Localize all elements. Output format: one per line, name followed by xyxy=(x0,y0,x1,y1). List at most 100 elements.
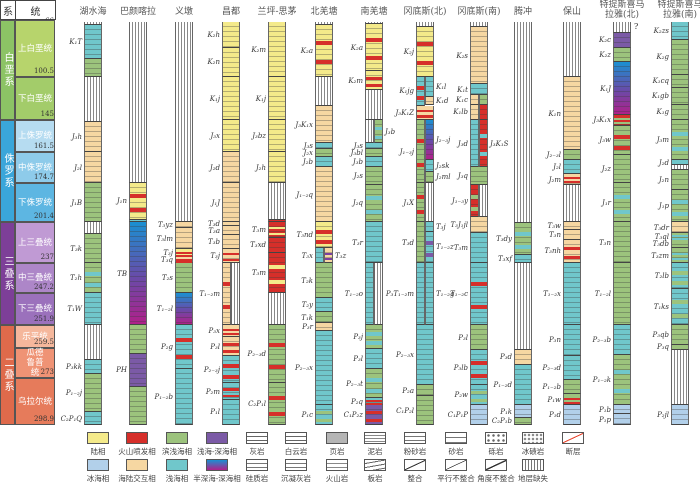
lithology-band xyxy=(316,418,332,422)
strata-unit xyxy=(671,239,689,248)
unit-label: J₂₋₃j xyxy=(436,136,451,145)
unit-label: P₂a xyxy=(402,386,414,395)
unit-label: P₃j xyxy=(353,333,363,342)
strata-unit xyxy=(365,325,383,350)
strata-unit xyxy=(315,312,333,323)
strata-unit xyxy=(514,263,532,351)
unit-label: T₁₋₂x xyxy=(543,290,561,298)
legend-swatch-volc xyxy=(126,432,148,444)
unit-label: T₃n xyxy=(599,238,611,247)
unit-label: K₁T xyxy=(69,37,82,46)
strata-unit xyxy=(84,25,102,59)
lithology-band xyxy=(366,418,382,422)
lithology-band xyxy=(223,253,239,256)
strata-unit xyxy=(84,263,102,293)
legend-label: 页岩 xyxy=(329,447,345,456)
strata-unit xyxy=(671,233,689,240)
unit-label: J₂l xyxy=(553,163,561,172)
unit-label: T₂lb xyxy=(654,272,669,281)
legend-swatch-fault xyxy=(562,432,584,444)
series-5: 上三叠统 237 xyxy=(15,222,55,263)
unit-label: P₁d xyxy=(549,411,561,420)
series-10: 乌拉尔统 298.9 xyxy=(15,378,55,425)
unit-label: C₂P₁l xyxy=(248,400,266,409)
unit-label: P₃d xyxy=(500,353,512,362)
strata-unit xyxy=(374,120,383,144)
system-0: 白垩系 xyxy=(0,20,15,120)
unit-label: C₂P₁b xyxy=(491,417,512,426)
strata-unit xyxy=(315,149,333,157)
strata-unit xyxy=(84,373,102,413)
strata-unit xyxy=(365,71,383,91)
unit-label: P₁₋₂d xyxy=(493,380,513,389)
lithology-band xyxy=(366,377,382,382)
lithology-band xyxy=(480,134,487,139)
column-title: 巴颜喀拉 xyxy=(119,7,156,17)
unit-label: T₃J₁jl xyxy=(450,221,469,230)
unit-label: J₁₋₂q xyxy=(296,190,313,199)
legend-label: 硅质岩 xyxy=(245,474,269,483)
unit-label: C₂P₁Q xyxy=(60,414,82,423)
strata-unit xyxy=(563,355,581,380)
strata-unit xyxy=(613,125,631,156)
lithology-band xyxy=(325,252,332,255)
strata-unit xyxy=(84,22,102,26)
strata-unit xyxy=(315,331,333,406)
strata-unit xyxy=(613,183,631,222)
legend-label: 火山岩 xyxy=(325,474,349,483)
strata-unit xyxy=(268,77,286,120)
unit-label: T₁ks xyxy=(653,303,669,312)
legend-swatch-ang xyxy=(485,459,507,471)
unit-label: T₁₋₂g xyxy=(436,290,455,298)
series-boundary-age: 273 xyxy=(40,368,54,376)
strata-unit xyxy=(315,167,333,222)
strata-unit xyxy=(613,414,631,425)
column-title: 湖水海 xyxy=(79,7,107,17)
lithology-band xyxy=(176,251,192,254)
strata-unit xyxy=(563,239,581,263)
unit-label: P₂₋₃t xyxy=(346,379,363,388)
lithology-band xyxy=(672,235,688,238)
lithology-band xyxy=(417,115,433,118)
legend-label: 滨浅海相 xyxy=(162,447,192,456)
strata-unit xyxy=(563,22,581,78)
lithology-band xyxy=(672,281,688,285)
legend-label: 平行不整合 xyxy=(437,474,475,483)
strata-unit xyxy=(671,350,689,406)
strata-unit xyxy=(129,387,147,425)
strata-unit xyxy=(479,120,488,168)
strata-unit xyxy=(222,383,240,400)
lithology-band xyxy=(480,152,487,157)
strata-unit xyxy=(315,106,333,144)
unit-label: P₂₋₃j xyxy=(203,365,220,374)
strata-unit xyxy=(563,77,581,151)
lithology-band xyxy=(672,199,688,204)
legend-swatch-ice xyxy=(87,459,109,471)
lithology-band xyxy=(471,374,487,379)
lithology-band xyxy=(269,411,285,416)
unit-label: T₃w xyxy=(547,221,561,230)
lithology-band xyxy=(417,109,433,113)
unit-label: P₂₋₃x xyxy=(396,351,414,360)
strata-unit xyxy=(84,121,102,152)
legend-swatch-gap xyxy=(522,459,544,471)
strata-unit xyxy=(222,47,240,77)
strata-unit xyxy=(222,399,240,425)
column-title: 特提斯喜马 拉雅(南) xyxy=(657,0,700,20)
strata-unit xyxy=(222,249,240,263)
series-boundary-age: 237 xyxy=(40,253,54,261)
unit-label: T₃lm xyxy=(156,234,173,243)
unit-label: P₁₋₂j xyxy=(65,389,82,398)
unit-label: P₂₋₃b xyxy=(592,336,612,345)
lithology-band xyxy=(614,145,630,150)
column-title: 义墩 xyxy=(174,7,193,17)
lithology-band xyxy=(672,313,688,318)
lithology-band xyxy=(176,338,192,343)
legend-label: 灰岩 xyxy=(249,447,265,456)
unit-label: T₃j xyxy=(163,249,173,258)
lithology-band xyxy=(316,239,332,244)
lithology-band xyxy=(325,258,332,261)
unit-label: K₂c xyxy=(599,36,611,45)
unit-label: J₃s xyxy=(353,142,363,151)
strata-unit xyxy=(315,143,333,150)
